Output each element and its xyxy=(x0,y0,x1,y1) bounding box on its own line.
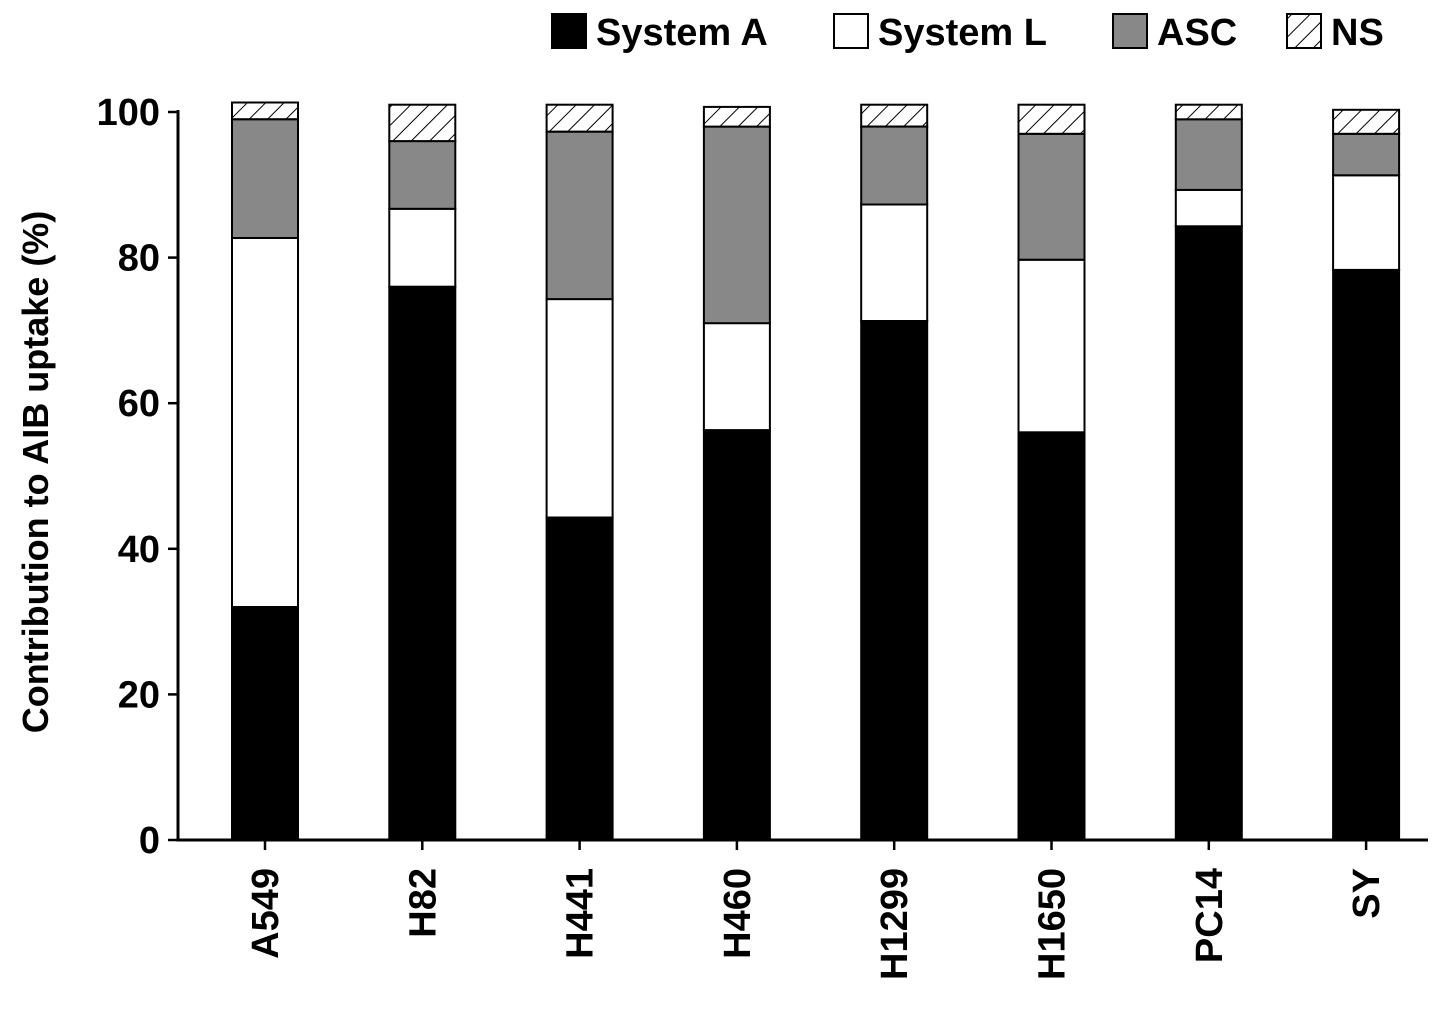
bar-segment-a549-system-a xyxy=(231,606,299,841)
legend-label-system-l: System L xyxy=(878,12,1047,54)
y-tick-label-40: 40 xyxy=(118,529,160,571)
bar-segment-pc14-ns xyxy=(1174,103,1243,121)
bar-segment-h1650-system-l xyxy=(1017,258,1086,434)
x-tick-label-a549: A549 xyxy=(245,868,287,959)
bar-segment-h441-asc xyxy=(545,130,614,301)
bar-segment-a549-ns xyxy=(231,101,299,121)
bar-segment-h82-system-a xyxy=(388,285,457,841)
bar-segment-h1650-ns xyxy=(1017,103,1086,135)
bar-segment-h1650-asc xyxy=(1017,132,1086,261)
bar-segment-h460-ns xyxy=(702,105,771,128)
x-tick-label-h1299: H1299 xyxy=(874,868,916,980)
bar-segment-pc14-system-a xyxy=(1174,225,1243,842)
bar-segment-sy-ns xyxy=(1332,108,1401,135)
y-tick-label-80: 80 xyxy=(118,238,160,280)
y-tick-label-100: 100 xyxy=(97,92,160,134)
bar-segment-a549-asc xyxy=(231,118,299,239)
bar-segment-a549-system-l xyxy=(231,236,299,608)
legend-label-ns: NS xyxy=(1331,12,1384,54)
x-tick-label-h82: H82 xyxy=(402,868,444,938)
bar-segment-h1299-asc xyxy=(860,125,929,206)
legend-swatch-system-l xyxy=(833,13,869,49)
y-tick-label-0: 0 xyxy=(139,820,160,862)
legend-swatch-asc xyxy=(1112,13,1148,49)
bar-segment-h1299-system-a xyxy=(860,319,929,841)
x-tick-label-pc14: PC14 xyxy=(1189,868,1231,963)
bar-segment-sy-system-a xyxy=(1332,269,1401,841)
x-tick-label-h441: H441 xyxy=(560,868,602,959)
bar-segment-h460-system-a xyxy=(702,429,771,841)
bar-segment-h460-asc xyxy=(702,125,771,325)
legend-swatch-ns xyxy=(1286,13,1322,49)
x-tick-label-sy: SY xyxy=(1346,868,1388,919)
y-tick-label-60: 60 xyxy=(118,383,160,425)
y-axis-title: Contribution to AIB uptake (%) xyxy=(15,211,56,734)
x-tick-label-h1650: H1650 xyxy=(1032,868,1074,980)
bar-segment-h82-system-l xyxy=(388,207,457,288)
bar-segment-pc14-system-l xyxy=(1174,188,1243,228)
bar-segment-h460-system-l xyxy=(702,322,771,432)
legend-label-system-a: System A xyxy=(596,12,768,54)
bar-segment-h82-asc xyxy=(388,140,457,210)
x-tick-label-h460: H460 xyxy=(717,868,759,959)
bar-segment-sy-system-l xyxy=(1332,174,1401,271)
bar-segment-h1299-system-l xyxy=(860,203,929,322)
bar-segment-h1299-ns xyxy=(860,103,929,128)
bar-segment-h441-ns xyxy=(545,103,614,133)
legend-swatch-system-a xyxy=(551,13,587,49)
bar-segment-h441-system-l xyxy=(545,298,614,519)
bar-segment-sy-asc xyxy=(1332,132,1401,177)
bar-segment-h1650-system-a xyxy=(1017,431,1086,841)
bar-segment-h441-system-a xyxy=(545,516,614,841)
legend-label-asc: ASC xyxy=(1157,12,1237,54)
bar-segment-h82-ns xyxy=(388,103,457,143)
y-tick-label-20: 20 xyxy=(118,674,160,716)
bar-segment-pc14-asc xyxy=(1174,118,1243,191)
